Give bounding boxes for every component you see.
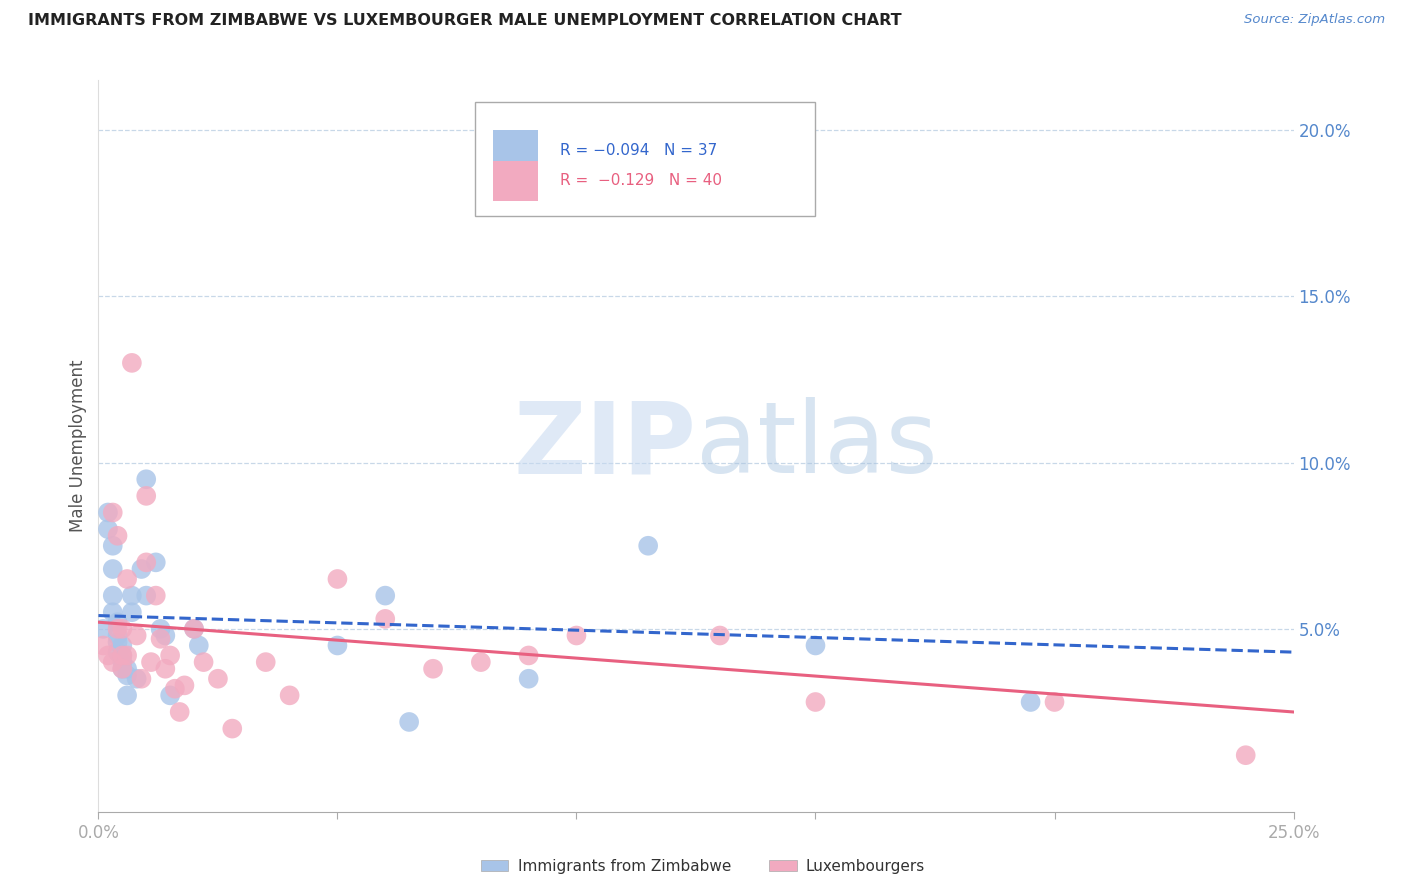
Point [155, 628, 177, 642]
Text: atlas: atlas [696, 398, 938, 494]
Point [517, 672, 540, 686]
Point [149, 632, 172, 646]
Point [111, 648, 134, 663]
Point [183, 622, 205, 636]
Point [101, 506, 124, 520]
Point [107, 529, 129, 543]
Point [565, 628, 588, 642]
Point [326, 572, 349, 586]
Point [187, 639, 209, 653]
Point [145, 555, 167, 569]
Point [115, 689, 138, 703]
Point [111, 655, 134, 669]
Point [1019, 695, 1042, 709]
Point [97, 648, 120, 663]
Point [101, 562, 124, 576]
Y-axis label: Male Unemployment: Male Unemployment [69, 359, 87, 533]
Point [121, 589, 143, 603]
Point [131, 562, 153, 576]
Point [470, 655, 492, 669]
Point [115, 662, 138, 676]
Point [149, 622, 172, 636]
Text: R =  −0.129   N = 40: R = −0.129 N = 40 [560, 173, 721, 188]
Point [326, 639, 349, 653]
Point [97, 522, 120, 536]
Point [637, 539, 659, 553]
Point [517, 648, 540, 663]
Point [374, 612, 396, 626]
Point [139, 655, 162, 669]
FancyBboxPatch shape [494, 130, 538, 170]
FancyBboxPatch shape [494, 161, 538, 201]
Point [374, 589, 396, 603]
Point [422, 662, 444, 676]
Text: ZIP: ZIP [513, 398, 696, 494]
Point [398, 714, 420, 729]
Point [163, 681, 186, 696]
Legend: Immigrants from Zimbabwe, Luxembourgers: Immigrants from Zimbabwe, Luxembourgers [475, 853, 931, 880]
Point [135, 472, 157, 486]
Point [804, 695, 827, 709]
Point [193, 655, 215, 669]
Point [207, 672, 229, 686]
Point [91, 639, 114, 653]
Point [101, 605, 124, 619]
Point [125, 628, 148, 642]
Point [107, 635, 129, 649]
Point [709, 628, 731, 642]
Point [254, 655, 277, 669]
Point [115, 648, 138, 663]
Text: R = −0.094   N = 37: R = −0.094 N = 37 [560, 143, 717, 158]
Point [121, 605, 143, 619]
Point [278, 689, 301, 703]
Point [107, 622, 129, 636]
Point [173, 678, 195, 692]
Point [115, 572, 138, 586]
Point [101, 655, 124, 669]
Point [135, 555, 157, 569]
Point [111, 639, 134, 653]
Point [169, 705, 191, 719]
Text: IMMIGRANTS FROM ZIMBABWE VS LUXEMBOURGER MALE UNEMPLOYMENT CORRELATION CHART: IMMIGRANTS FROM ZIMBABWE VS LUXEMBOURGER… [28, 13, 901, 29]
Point [121, 356, 143, 370]
Point [159, 689, 181, 703]
FancyBboxPatch shape [475, 103, 815, 216]
Point [101, 589, 124, 603]
Point [159, 648, 181, 663]
Point [107, 628, 129, 642]
Point [101, 539, 124, 553]
Point [125, 672, 148, 686]
Point [111, 648, 134, 663]
Text: Source: ZipAtlas.com: Source: ZipAtlas.com [1244, 13, 1385, 27]
Point [111, 662, 134, 676]
Point [804, 639, 827, 653]
Point [131, 672, 153, 686]
Point [1234, 748, 1257, 763]
Point [145, 589, 167, 603]
Point [107, 645, 129, 659]
Point [111, 622, 134, 636]
Point [183, 622, 205, 636]
Point [97, 506, 120, 520]
Point [111, 662, 134, 676]
Point [135, 589, 157, 603]
Point [115, 668, 138, 682]
Point [221, 722, 243, 736]
Point [91, 622, 114, 636]
Point [135, 489, 157, 503]
Point [107, 615, 129, 630]
Point [1043, 695, 1066, 709]
Point [155, 662, 177, 676]
